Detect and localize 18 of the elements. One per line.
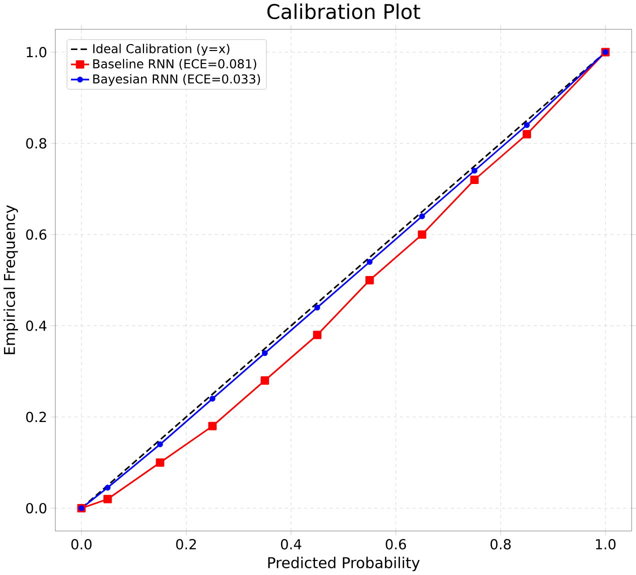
y-tick-label: 0.4 [26,320,46,332]
y-tick-label: 1.0 [26,47,46,58]
legend-label: Ideal Calibration (y=x) [93,44,230,56]
legend-label: Baseline RNN (ECE=0.081) [93,59,256,70]
x-tick-label: 0.2 [176,539,196,550]
legend-label: Bayesian RNN (ECE=0.033) [93,74,260,86]
x-tick-label: 0.6 [386,539,406,550]
y-tick-label: 0.6 [26,229,46,240]
y-tick-label: 0.2 [26,412,46,422]
y-tick-label: 0.0 [26,503,46,514]
x-tick-label: 0.0 [71,539,92,550]
x-tick-label: 1.0 [596,539,616,550]
x-tick-label: 0.4 [280,539,302,550]
y-axis-title: Empirical Frequency [4,205,18,354]
y-tick-label: 0.8 [26,138,46,149]
x-axis-title: Predicted Probability [268,556,420,572]
chart-title: Calibration Plot [267,4,420,20]
x-tick-label: 0.8 [490,539,511,550]
